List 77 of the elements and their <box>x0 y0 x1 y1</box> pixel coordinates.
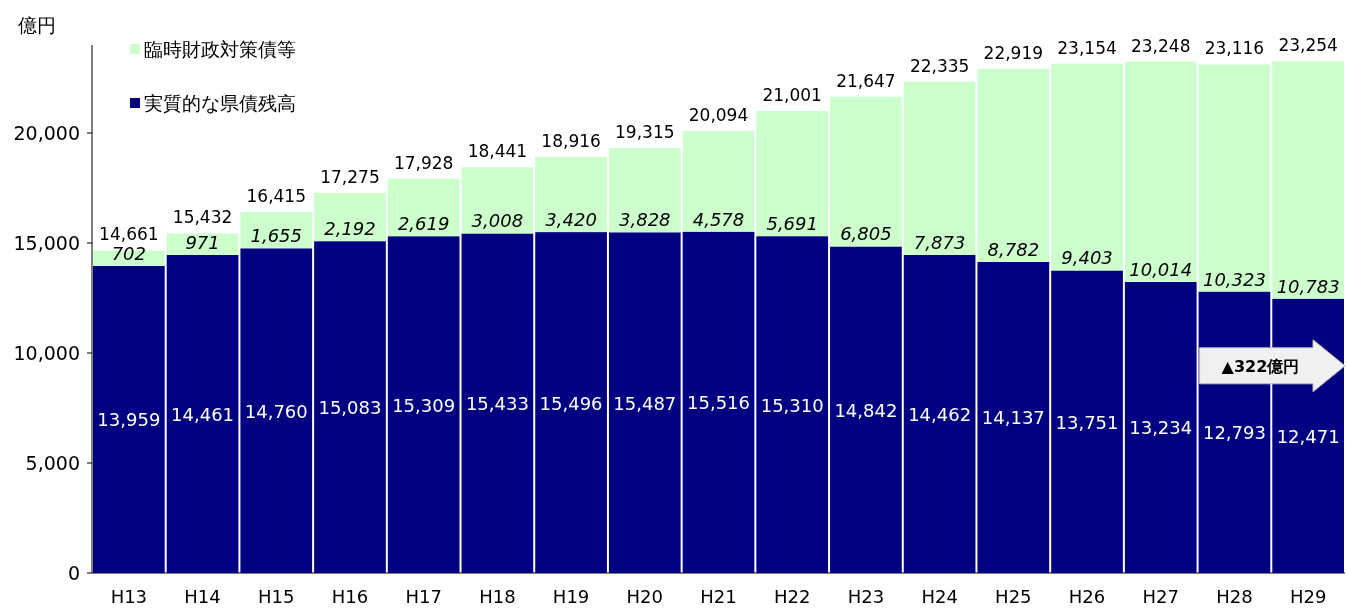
y-axis-title: 億円 <box>18 14 56 36</box>
total-label: 21,647 <box>836 70 896 91</box>
y-tick-label: 0 <box>67 562 80 584</box>
x-tick-label: H29 <box>1289 586 1327 607</box>
data-label: 10,783 <box>1276 275 1340 297</box>
data-label: 6,805 <box>840 223 892 245</box>
total-label: 19,315 <box>615 122 675 143</box>
y-tick-label: 20,000 <box>13 122 80 144</box>
data-label: 4,578 <box>692 208 745 230</box>
data-label: 8,782 <box>987 238 1040 260</box>
data-label: 3,420 <box>545 209 597 231</box>
data-label: 13,751 <box>1055 411 1119 433</box>
x-tick-label: H27 <box>1142 586 1179 607</box>
data-label: 15,310 <box>760 394 824 416</box>
x-tick-label: H16 <box>331 586 369 607</box>
total-label: 14,661 <box>99 224 159 245</box>
x-tick-label: H21 <box>700 586 737 607</box>
y-tick-label: 10,000 <box>13 342 80 364</box>
data-label: 14,760 <box>244 400 308 422</box>
data-label: 14,462 <box>908 403 972 425</box>
total-label: 17,275 <box>320 166 380 187</box>
data-label: 702 <box>111 242 147 264</box>
data-label: 10,014 <box>1129 258 1193 280</box>
data-label: 13,234 <box>1129 417 1193 439</box>
x-tick-label: H24 <box>921 586 958 607</box>
x-tick-label: H28 <box>1216 586 1253 607</box>
total-label: 22,335 <box>909 55 970 76</box>
x-tick-label: H22 <box>773 586 811 607</box>
data-label: 2,192 <box>324 218 376 240</box>
data-label: 10,323 <box>1202 268 1266 290</box>
data-label: 13,959 <box>97 409 161 431</box>
data-label: 12,471 <box>1276 425 1340 447</box>
total-label: 23,254 <box>1278 35 1338 56</box>
y-tick-label: 5,000 <box>25 452 80 474</box>
total-label: 18,916 <box>541 130 601 151</box>
x-tick-label: H14 <box>184 586 221 607</box>
total-label: 23,248 <box>1130 35 1191 56</box>
total-label: 20,094 <box>688 104 749 125</box>
data-label: 15,083 <box>318 397 382 419</box>
total-label: 15,432 <box>172 207 233 228</box>
total-label: 16,415 <box>246 185 307 206</box>
total-label: 22,919 <box>983 42 1044 63</box>
legend-label: 実質的な県債残高 <box>144 92 296 114</box>
x-tick-label: H25 <box>995 586 1032 607</box>
data-label: 14,842 <box>834 399 898 421</box>
data-label: 5,691 <box>766 213 818 235</box>
x-tick-label: H20 <box>626 586 664 607</box>
data-label: 15,487 <box>613 392 677 414</box>
data-label: 14,137 <box>981 407 1045 429</box>
x-tick-label: H23 <box>847 586 885 607</box>
data-label: 1,655 <box>250 225 303 247</box>
x-tick-label: H19 <box>552 586 590 607</box>
data-label: 15,309 <box>392 394 456 416</box>
legend-label: 臨時財政対策債等 <box>144 38 296 60</box>
data-label: 12,793 <box>1202 422 1266 444</box>
x-tick-label: H15 <box>258 586 295 607</box>
x-tick-label: H17 <box>405 586 442 607</box>
total-label: 21,001 <box>762 84 822 105</box>
x-tick-label: H13 <box>110 586 148 607</box>
data-label: 3,828 <box>619 209 671 231</box>
data-label: 15,516 <box>687 392 750 414</box>
data-label: 3,008 <box>471 210 524 232</box>
total-label: 23,116 <box>1204 38 1265 59</box>
total-label: 17,928 <box>393 152 454 173</box>
total-label: 23,154 <box>1057 37 1117 58</box>
data-label: 7,873 <box>913 231 966 253</box>
x-tick-label: H18 <box>479 586 516 607</box>
annotation: ▲322億円 <box>1221 356 1300 376</box>
data-label: 14,461 <box>171 403 235 425</box>
total-label: 18,441 <box>467 141 528 162</box>
data-label: 2,619 <box>397 213 450 235</box>
x-tick-label: H26 <box>1068 586 1106 607</box>
data-label: 15,433 <box>465 393 529 415</box>
y-tick-label: 15,000 <box>13 232 80 254</box>
data-label: 9,403 <box>1061 247 1113 269</box>
data-label: 15,496 <box>539 392 603 414</box>
data-label: 971 <box>185 231 220 253</box>
